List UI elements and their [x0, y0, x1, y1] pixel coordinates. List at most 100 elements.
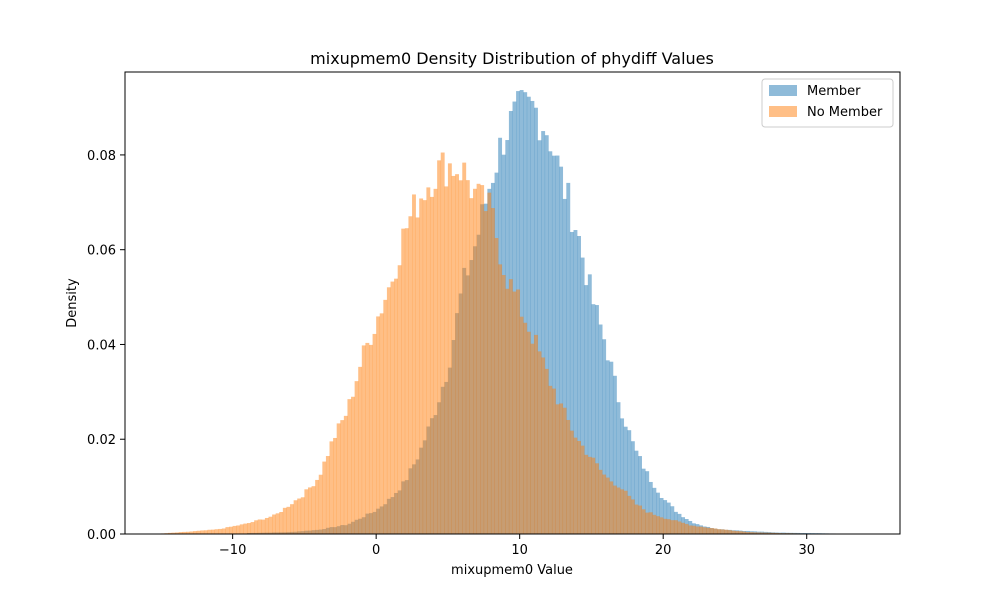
- histogram-bar: [501, 275, 506, 534]
- histogram-bar: [591, 457, 596, 534]
- histogram-bar: [168, 532, 172, 534]
- histogram-bar: [336, 423, 341, 534]
- histogram-bar: [340, 420, 345, 534]
- histogram-bar: [605, 360, 610, 534]
- histogram-bar: [343, 415, 348, 534]
- histogram-bar: [473, 188, 477, 535]
- histogram-bar: [519, 90, 524, 535]
- histogram-bar: [437, 160, 442, 534]
- histogram-bar: [573, 437, 578, 534]
- histogram-bar: [555, 155, 560, 535]
- histogram-bar: [236, 525, 241, 534]
- histogram-bar: [760, 532, 764, 534]
- histogram-bar: [171, 532, 176, 534]
- histogram-bar: [397, 265, 402, 534]
- histogram-bar: [774, 532, 779, 534]
- histogram-bar: [451, 175, 456, 534]
- histogram-bar: [214, 529, 219, 534]
- x-tick-label: 0: [372, 543, 380, 558]
- histogram-bar: [419, 198, 424, 535]
- histogram-bar: [612, 375, 617, 534]
- histogram-bar: [279, 512, 284, 534]
- histogram-bar: [551, 155, 556, 535]
- histogram-bar: [745, 532, 750, 534]
- histogram-bar: [734, 531, 739, 534]
- histogram-bar: [347, 399, 352, 534]
- histogram-bar: [738, 531, 743, 534]
- y-tick-label: 0.06: [87, 244, 116, 259]
- histogram-bar: [534, 107, 538, 534]
- histogram-bar: [605, 477, 610, 534]
- histogram-bar: [490, 208, 495, 534]
- histogram-bar: [505, 288, 510, 534]
- histogram-bar: [587, 456, 592, 534]
- histogram-bar: [569, 231, 574, 534]
- histogram-bar: [566, 419, 571, 534]
- histogram-bar: [530, 100, 535, 535]
- histogram-bar: [315, 479, 320, 534]
- histogram-bar: [440, 152, 445, 534]
- histogram-bar: [318, 474, 323, 534]
- histogram-bar: [408, 216, 413, 534]
- histogram-bar: [756, 532, 761, 534]
- histogram-bar: [272, 514, 276, 534]
- x-tick-label: 20: [655, 543, 672, 558]
- histogram-bar: [555, 404, 560, 534]
- histogram-bar: [573, 230, 578, 534]
- histogram-bar: [627, 495, 632, 534]
- histogram-bar: [648, 481, 653, 534]
- histogram-bar: [207, 529, 212, 534]
- histogram-bar: [462, 162, 467, 534]
- histogram-bar: [494, 238, 499, 535]
- y-tick-label: 0.02: [87, 433, 116, 448]
- histogram-bar: [487, 192, 492, 535]
- histogram-bar: [415, 217, 420, 534]
- histogram-bar: [677, 521, 682, 534]
- histogram-bar: [526, 331, 531, 534]
- x-tick-label: 30: [798, 543, 815, 558]
- histogram-bar: [663, 518, 668, 534]
- histogram-bar: [566, 182, 571, 534]
- histogram-bar: [598, 324, 603, 534]
- histogram-bar: [684, 523, 689, 534]
- histogram-bar: [386, 287, 391, 534]
- histogram-bar: [591, 304, 596, 534]
- histogram-bar: [297, 498, 302, 534]
- histogram-bar: [699, 526, 703, 534]
- histogram-bar: [404, 228, 409, 534]
- histogram-bar: [612, 485, 617, 534]
- histogram-bar: [512, 291, 517, 534]
- histogram-bar: [580, 445, 585, 534]
- histogram-bar: [569, 430, 574, 534]
- legend: Member No Member: [761, 78, 894, 128]
- histogram-bar: [322, 461, 327, 534]
- histogram-bar: [376, 316, 381, 534]
- histogram-bar: [598, 469, 603, 534]
- histogram-bar: [641, 468, 646, 534]
- histogram-bar: [627, 430, 632, 534]
- histogram-bar: [691, 525, 696, 534]
- histogram-bar: [325, 456, 330, 534]
- histogram-bar: [211, 529, 215, 534]
- histogram-bar: [666, 519, 671, 534]
- histogram-bar: [602, 339, 607, 534]
- histogram-bar: [498, 264, 503, 534]
- histogram-bar: [577, 235, 581, 535]
- histogram-bar: [609, 361, 614, 534]
- histogram-bar: [638, 456, 642, 534]
- histogram-bar: [304, 489, 309, 534]
- histogram-bar: [372, 333, 377, 534]
- histogram-bar: [645, 512, 650, 534]
- histogram-bar: [630, 499, 635, 534]
- histogram-bar: [537, 351, 542, 534]
- y-axis-label: Density: [65, 278, 80, 328]
- histogram-bar: [483, 211, 488, 534]
- histogram-bar: [537, 140, 542, 534]
- histogram-bar: [243, 523, 248, 534]
- histogram-bar: [670, 520, 675, 534]
- histogram-bar: [444, 186, 449, 534]
- histogram-bar: [713, 528, 718, 534]
- histogram-bar: [458, 180, 463, 534]
- histogram-bar: [257, 519, 262, 534]
- histogram-bar: [609, 481, 614, 534]
